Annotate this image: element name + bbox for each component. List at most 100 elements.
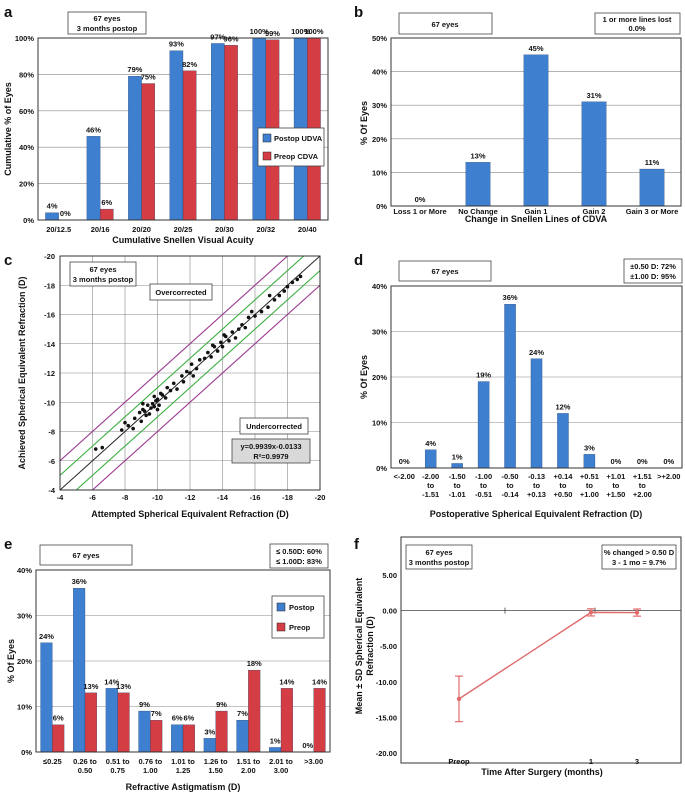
bar-preop — [280, 688, 293, 753]
x-tick-label: -1.51 — [422, 490, 439, 499]
data-label: 24% — [529, 348, 544, 357]
data-label: 6% — [53, 714, 64, 723]
data-label: 36% — [72, 577, 87, 586]
box-changed-value: 3 - 1 mo = 9.7% — [612, 558, 666, 567]
x-tick-label: +0.14 — [553, 472, 573, 481]
x-tick-label: 3 — [635, 757, 639, 766]
x-tick-label: -12 — [185, 493, 196, 502]
x-tick-label: -0.51 — [475, 490, 492, 499]
data-label: 45% — [528, 44, 543, 53]
box-eyes-label: 67 eyes — [72, 551, 99, 560]
scatter-point — [249, 309, 254, 314]
y-tick-label: 30% — [17, 612, 32, 621]
bar-preop — [248, 669, 261, 753]
scatter-point — [181, 379, 186, 384]
bar-eyes — [451, 463, 463, 469]
x-tick-label: 0.50 — [78, 766, 93, 775]
scatter-point — [266, 305, 270, 309]
y-tick-label: 100% — [15, 34, 35, 43]
scatter-point — [155, 407, 160, 412]
scatter-point — [236, 327, 241, 331]
scatter-point — [277, 293, 282, 298]
x-tick-label: -18 — [282, 493, 293, 502]
data-label: 82% — [182, 60, 197, 69]
y-tick-label: 0% — [376, 464, 387, 473]
plot-frame-b — [390, 37, 682, 207]
annotation-box-e-right — [269, 543, 329, 569]
x-tick-label: Gain 2 — [583, 207, 606, 216]
y-tick-label: -15.00 — [376, 713, 397, 722]
data-label: 0% — [663, 457, 674, 466]
panel-letter-d: d — [354, 252, 363, 269]
bar-preop — [52, 724, 65, 753]
scatter-point — [215, 349, 220, 353]
panel-letter-f: f — [354, 536, 360, 553]
x-tick-labels: <-2.00 -2.00to-1.51-1.50to-1.01-1.00to-0.… — [393, 472, 680, 499]
bar-series: 24% 36% 14% 9% 6% 3% 7% 1% 0% 6% 13% 13% 7% 6% 9% 18% 14… — [39, 577, 327, 753]
data-label: 14% — [279, 677, 294, 686]
panel-letter-a: a — [4, 4, 13, 21]
y-tick-label: 40% — [17, 566, 32, 575]
x-tick-label: 0.75 — [110, 766, 125, 775]
box-eyes-label: 67 eyes — [425, 548, 452, 557]
x-tick-label: 3.00 — [274, 766, 289, 775]
x-tick-labels: 20/12.5 20/16 20/20 20/25 20/30 20/32 20/40 — [46, 225, 316, 234]
legend-label-postop: Postop — [289, 603, 315, 612]
x-tick-label: ≤0.25 — [43, 757, 62, 766]
y-axis-title-f: Mean ± SD Spherical Equivalent Refractio… — [354, 578, 375, 714]
bar-postop — [40, 642, 53, 753]
scatter-point — [246, 315, 251, 320]
y-axis-title-a: Cumulative % of Eyes — [3, 82, 13, 176]
x-tick-label: >3.00 — [304, 757, 323, 766]
data-label: 4% — [47, 202, 58, 211]
y-tick-label: 20% — [372, 373, 387, 382]
data-label: 19% — [476, 371, 491, 380]
y-tick-label: -16 — [44, 311, 55, 320]
scatter-point — [126, 423, 131, 428]
x-tick-label: Loss 1 or More — [393, 207, 446, 216]
x-tick-label: 20/20 — [132, 225, 151, 234]
scatter-point — [141, 401, 145, 406]
y-tick-labels: 0% 10% 20% 30% 40% — [372, 282, 387, 473]
y-tick-label: 5.00 — [382, 571, 397, 580]
x-tick-labels: ≤0.25 0.26 to0.50 0.51 to0.75 0.76 to1.00 1.… — [43, 757, 323, 775]
scatter-point — [295, 277, 300, 282]
bar-preop — [182, 724, 195, 753]
scatter-point — [220, 344, 225, 349]
x-tick-label: -20 — [315, 493, 326, 502]
bar-postop — [138, 710, 151, 753]
box-within-100-label: ±1.00 D: 95% — [630, 272, 676, 281]
scatter-point — [194, 366, 199, 371]
y-tick-label: 20% — [17, 657, 32, 666]
box-postop-label: 3 months postop — [409, 558, 470, 567]
y-tick-label: 10% — [372, 419, 387, 428]
scatter-point — [210, 343, 215, 348]
data-label: 7% — [151, 709, 162, 718]
x-tick-label: 1.51 to — [236, 757, 260, 766]
scatter-point — [282, 289, 287, 293]
undercorrected-label: Undercorrected — [246, 422, 302, 431]
x-axis-title-b: Change in Snellen Lines of CDVA — [465, 214, 608, 224]
x-tick-label: 0.76 to — [138, 757, 162, 766]
scatter-point — [119, 428, 124, 432]
bar-series: 4%46%79%93%97%100% 100%0%6%75%82%96%99% 10… — [45, 27, 324, 221]
bar-eyes — [583, 454, 596, 469]
tolerance-line-plus-2 — [60, 256, 289, 462]
annotation-box-b-left — [398, 12, 493, 35]
x-tick-label: Preop — [448, 757, 470, 766]
box-postop-label: 3 months postop — [77, 24, 138, 33]
x-tick-label: 1 — [589, 757, 593, 766]
plot-frame-c — [59, 255, 321, 491]
scatter-point — [240, 322, 244, 327]
x-tick-label: No Change — [458, 207, 498, 216]
x-tick-label: 0.26 to — [73, 757, 97, 766]
bar-preop — [150, 720, 163, 753]
data-label: 13% — [470, 151, 485, 160]
bar-preop-cdva — [99, 208, 114, 221]
y-axis-title-line-2: Refraction (D) — [365, 616, 375, 676]
x-tick-label: to — [639, 481, 646, 490]
box-eyes-label: 67 eyes — [431, 267, 458, 276]
x-axis-title-a: Cumulative Snellen Visual Acuity — [112, 235, 254, 245]
data-label: 46% — [86, 125, 101, 134]
annotation-box-d-right — [623, 258, 683, 284]
